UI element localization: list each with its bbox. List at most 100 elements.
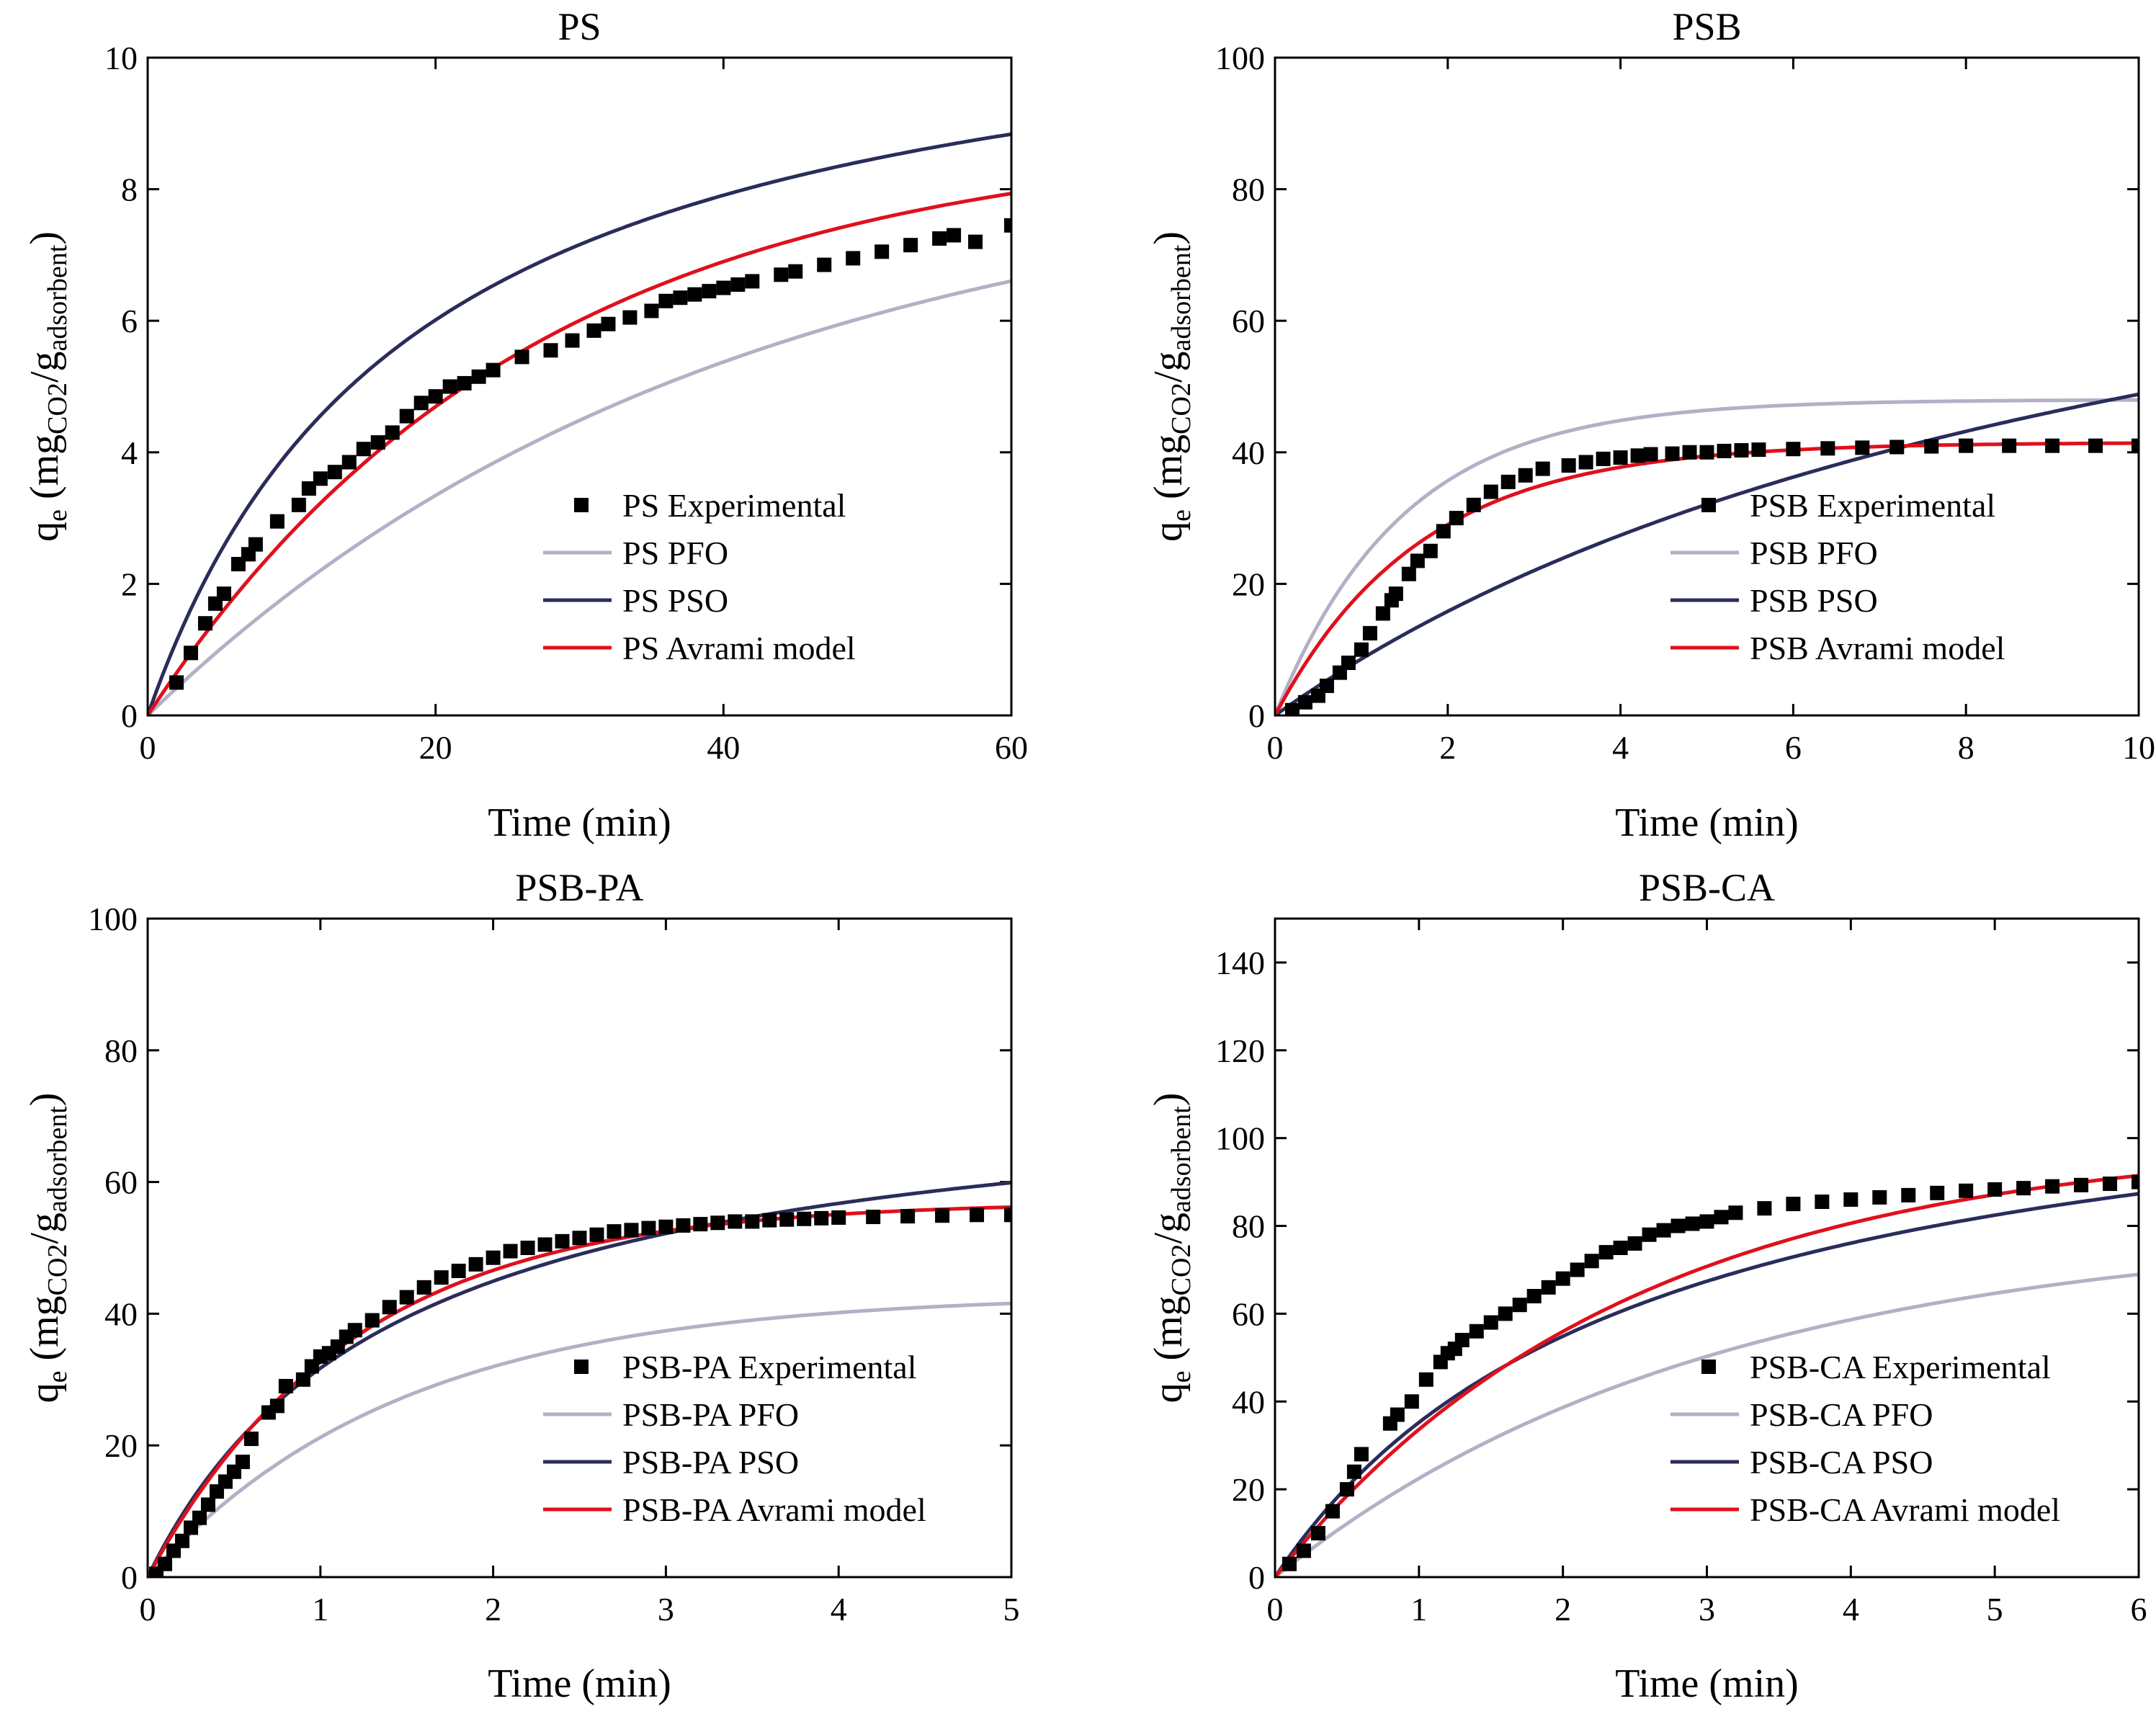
data-point	[174, 1533, 189, 1548]
data-point	[788, 264, 803, 279]
data-point	[875, 244, 890, 259]
series-line-pfo	[148, 1301, 1011, 1577]
data-point	[216, 586, 231, 602]
data-point	[1598, 1245, 1614, 1260]
data-point	[1449, 511, 1464, 526]
data-point	[702, 284, 717, 299]
data-point	[1281, 1556, 1297, 1571]
legend: PSB-PA Experimental PSB-PA PFO PSB-PA PSO P…	[543, 1349, 926, 1528]
data-point	[399, 409, 414, 424]
data-point	[269, 514, 285, 529]
data-point	[730, 277, 746, 292]
legend-label: PSB-PA PFO	[622, 1396, 799, 1433]
chart-title: PSB-CA	[1639, 866, 1775, 909]
chart-title: PSB-PA	[515, 866, 643, 909]
data-point	[935, 1208, 950, 1223]
y-axis-label: qe (mgCO2/gadsorbent)	[1146, 231, 1196, 542]
data-point	[1751, 442, 1766, 457]
legend-marker	[574, 498, 589, 512]
data-point	[295, 1372, 310, 1387]
data-point	[1786, 442, 1801, 457]
data-point	[1500, 474, 1516, 489]
data-point	[1656, 1223, 1671, 1238]
data-point	[327, 465, 342, 480]
y-tick-label: 60	[104, 1164, 138, 1201]
x-tick-label: 40	[707, 729, 740, 766]
x-tick-label: 1	[1410, 1591, 1427, 1628]
x-tick-label: 4	[831, 1591, 847, 1628]
data-point	[1584, 1254, 1599, 1269]
legend-marker	[574, 1360, 589, 1374]
data-point	[503, 1244, 518, 1259]
legend-label: PSB-CA Avrami model	[1750, 1491, 2060, 1528]
x-axis-label: Time (min)	[1615, 800, 1799, 845]
data-point	[514, 349, 529, 365]
y-tick-label: 40	[104, 1295, 138, 1332]
y-tick-label: 100	[88, 901, 138, 937]
data-point	[2045, 438, 2060, 453]
data-point	[1685, 1216, 1700, 1231]
data-point	[1643, 447, 1658, 462]
y-tick-label: 20	[1232, 1471, 1265, 1508]
data-point	[1561, 458, 1576, 473]
data-point	[797, 1211, 812, 1226]
x-axis-label: Time (min)	[1615, 1661, 1799, 1706]
data-point	[1987, 1182, 2003, 1197]
data-point	[1346, 1464, 1361, 1479]
data-point	[1786, 1197, 1801, 1212]
legend-label: PS Experimental	[622, 487, 846, 524]
data-point	[601, 316, 616, 331]
x-tick-label: 3	[1699, 1591, 1715, 1628]
plot-area	[1275, 392, 2139, 715]
data-point	[486, 362, 501, 378]
axes-frame	[146, 56, 1013, 717]
data-point	[1930, 1185, 1945, 1200]
legend-label: PSB PFO	[1750, 535, 1878, 571]
y-tick-label: 40	[1232, 434, 1265, 471]
legend-label: PSB-PA PSO	[622, 1444, 799, 1481]
data-point	[1728, 1205, 1743, 1220]
data-point	[1319, 678, 1334, 693]
data-point	[434, 1270, 449, 1285]
x-tick-label: 4	[1843, 1591, 1859, 1628]
legend-label: PS Avrami model	[622, 630, 856, 666]
series-line-pfo	[148, 279, 1011, 715]
data-point	[428, 389, 443, 404]
x-tick-label: 6	[1785, 729, 1802, 766]
data-point	[710, 1215, 725, 1231]
data-point	[831, 1210, 846, 1225]
legend-label: PSB-CA Experimental	[1750, 1349, 2051, 1385]
data-point	[2103, 1177, 2118, 1192]
data-point	[471, 369, 486, 384]
data-point	[1578, 455, 1593, 470]
data-point	[1341, 655, 1356, 670]
x-tick-label: 10	[2122, 729, 2155, 766]
data-point	[846, 251, 861, 266]
data-point	[565, 333, 580, 348]
legend-marker	[1701, 498, 1716, 512]
data-point	[347, 1323, 362, 1338]
data-point	[157, 1556, 172, 1571]
data-point	[1627, 1236, 1642, 1251]
data-point	[745, 1214, 760, 1229]
y-tick-label: 100	[1215, 40, 1265, 76]
data-point	[1699, 1214, 1714, 1229]
x-tick-label: 0	[140, 729, 156, 766]
legend-marker	[1701, 1360, 1716, 1374]
data-point	[1535, 461, 1550, 476]
data-point	[1526, 1289, 1542, 1304]
data-point	[817, 257, 832, 272]
data-point	[1820, 441, 1835, 456]
data-point	[1959, 1183, 1974, 1198]
legend-label: PSB-PA Avrami model	[622, 1491, 926, 1528]
y-tick-label: 0	[1248, 1559, 1265, 1596]
data-point	[1404, 1394, 1419, 1409]
data-point	[2132, 438, 2139, 453]
chart-panel-3: PSB-PA 0 1 2 3 4 5 0 20 40 60 80 100 Time (min) qe (mg…	[22, 866, 1020, 1706]
chart-title: PS	[558, 5, 601, 48]
data-point	[970, 1208, 985, 1223]
data-point	[1436, 524, 1451, 539]
data-point	[555, 1233, 570, 1249]
data-point	[1555, 1271, 1570, 1286]
data-point	[1418, 1372, 1433, 1387]
